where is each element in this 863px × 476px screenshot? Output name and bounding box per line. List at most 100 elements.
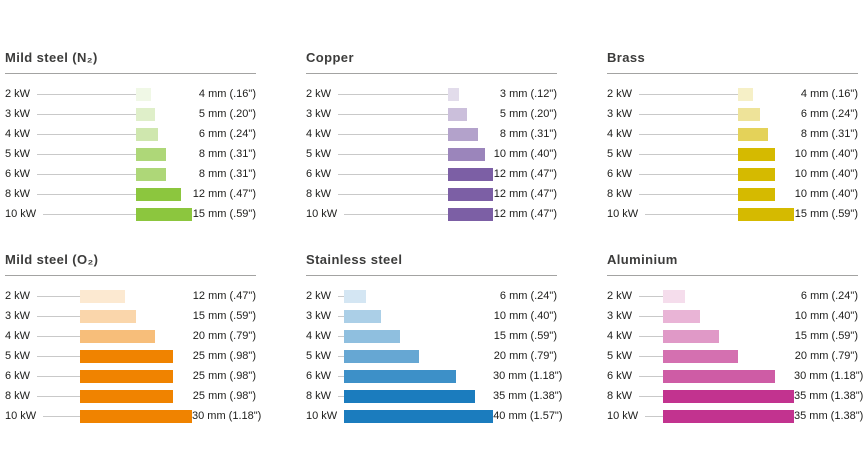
capacity-bar (344, 289, 366, 303)
capacity-bar (663, 369, 775, 383)
thickness-value: 8 mm (.31") (198, 148, 256, 160)
power-label: 2 kW (5, 88, 31, 100)
panel-rows: 2 kW 4 mm (.16") 3 kW 5 mm (.20") 4 kW 6… (5, 84, 256, 224)
bar-zone (344, 289, 493, 303)
bar-zone (136, 207, 192, 221)
chart-row: 8 kW 35 mm (1.38") (607, 386, 863, 406)
leader-line (639, 355, 663, 357)
panel-title: Aluminium (607, 252, 678, 267)
capacity-bar (448, 147, 485, 161)
leader-line (43, 213, 136, 215)
panel-rows: 2 kW 6 mm (.24") 3 kW 10 mm (.40") 4 kW … (607, 286, 863, 426)
capacity-bar (663, 329, 719, 343)
leader-line (37, 395, 80, 397)
thickness-value: 8 mm (.31") (198, 168, 256, 180)
chart-row: 8 kW 10 mm (.40") (607, 184, 858, 204)
chart-row: 10 kW 40 mm (1.57") (306, 406, 563, 426)
capacity-bar (738, 107, 760, 121)
thickness-value: 12 mm (.47") (192, 188, 256, 200)
power-label: 5 kW (5, 350, 31, 362)
capacity-bar (136, 187, 181, 201)
leader-line (37, 315, 80, 317)
capacity-bar (136, 107, 155, 121)
panel-separator (5, 73, 256, 74)
thickness-value: 40 mm (1.57") (493, 410, 563, 422)
thickness-value: 30 mm (1.18") (192, 410, 262, 422)
bar-zone (738, 167, 794, 181)
panel-separator (306, 73, 557, 74)
capacity-bar (136, 127, 158, 141)
capacity-bar (663, 389, 794, 403)
thickness-value: 15 mm (.59") (192, 208, 256, 220)
power-label: 3 kW (607, 108, 633, 120)
leader-line (37, 193, 136, 195)
thickness-value: 35 mm (1.38") (794, 410, 863, 422)
chart-row: 2 kW 3 mm (.12") (306, 84, 557, 104)
thickness-value: 10 mm (.40") (794, 168, 858, 180)
bar-zone (663, 289, 794, 303)
thickness-value: 20 mm (.79") (794, 350, 858, 362)
bar-zone (448, 127, 493, 141)
chart-row: 6 kW 30 mm (1.18") (306, 366, 563, 386)
thickness-value: 4 mm (.16") (800, 88, 858, 100)
thickness-value: 6 mm (.24") (800, 290, 858, 302)
leader-line (639, 315, 663, 317)
chart-row: 4 kW 15 mm (.59") (607, 326, 858, 346)
capacity-bar (80, 289, 125, 303)
bar-zone (663, 369, 794, 383)
bar-zone (448, 187, 493, 201)
capacity-bar (448, 207, 493, 221)
thickness-value: 35 mm (1.38") (794, 390, 863, 402)
chart-row: 6 kW 8 mm (.31") (5, 164, 256, 184)
capacity-bar (448, 87, 459, 101)
thickness-value: 20 mm (.79") (192, 330, 256, 342)
chart-row: 8 kW 35 mm (1.38") (306, 386, 562, 406)
power-label: 3 kW (607, 310, 633, 322)
leader-line (338, 93, 448, 95)
chart-row: 2 kW 4 mm (.16") (607, 84, 858, 104)
chart-row: 4 kW 20 mm (.79") (5, 326, 256, 346)
chart-row: 5 kW 20 mm (.79") (306, 346, 557, 366)
bar-zone (80, 309, 192, 323)
leader-line (338, 193, 448, 195)
leader-line (645, 415, 663, 417)
panel-separator (607, 275, 858, 276)
power-label: 5 kW (306, 350, 332, 362)
chart-row: 10 kW 30 mm (1.18") (5, 406, 262, 426)
leader-line (338, 295, 344, 297)
leader-line (639, 295, 663, 297)
chart-row: 10 kW 35 mm (1.38") (607, 406, 863, 426)
leader-line (37, 173, 136, 175)
power-label: 5 kW (607, 350, 633, 362)
bar-zone (344, 309, 493, 323)
thickness-value: 15 mm (.59") (794, 330, 858, 342)
bar-zone (136, 147, 192, 161)
power-label: 4 kW (5, 128, 31, 140)
chart-row: 8 kW 12 mm (.47") (306, 184, 557, 204)
power-label: 2 kW (607, 88, 633, 100)
capacity-bar (80, 369, 173, 383)
chart-row: 10 kW 15 mm (.59") (5, 204, 256, 224)
thickness-value: 30 mm (1.18") (794, 370, 863, 382)
leader-line (639, 335, 663, 337)
leader-line (338, 153, 448, 155)
bar-zone (738, 87, 794, 101)
bar-zone (448, 207, 493, 221)
panel-title: Mild steel (O₂) (5, 252, 99, 267)
thickness-value: 10 mm (.40") (794, 148, 858, 160)
leader-line (645, 213, 738, 215)
thickness-value: 8 mm (.31") (499, 128, 557, 140)
panel-title: Copper (306, 50, 354, 65)
chart-row: 4 kW 6 mm (.24") (5, 124, 256, 144)
material-panel: Aluminium 2 kW 6 mm (.24") 3 kW 10 mm (.… (607, 252, 863, 426)
power-label: 6 kW (5, 370, 31, 382)
leader-line (639, 173, 738, 175)
thickness-value: 15 mm (.59") (192, 310, 256, 322)
thickness-value: 10 mm (.40") (794, 188, 858, 200)
bar-zone (738, 107, 794, 121)
chart-row: 3 kW 6 mm (.24") (607, 104, 858, 124)
leader-line (37, 295, 80, 297)
bar-zone (448, 147, 493, 161)
thickness-value: 30 mm (1.18") (493, 370, 563, 382)
power-label: 2 kW (607, 290, 633, 302)
